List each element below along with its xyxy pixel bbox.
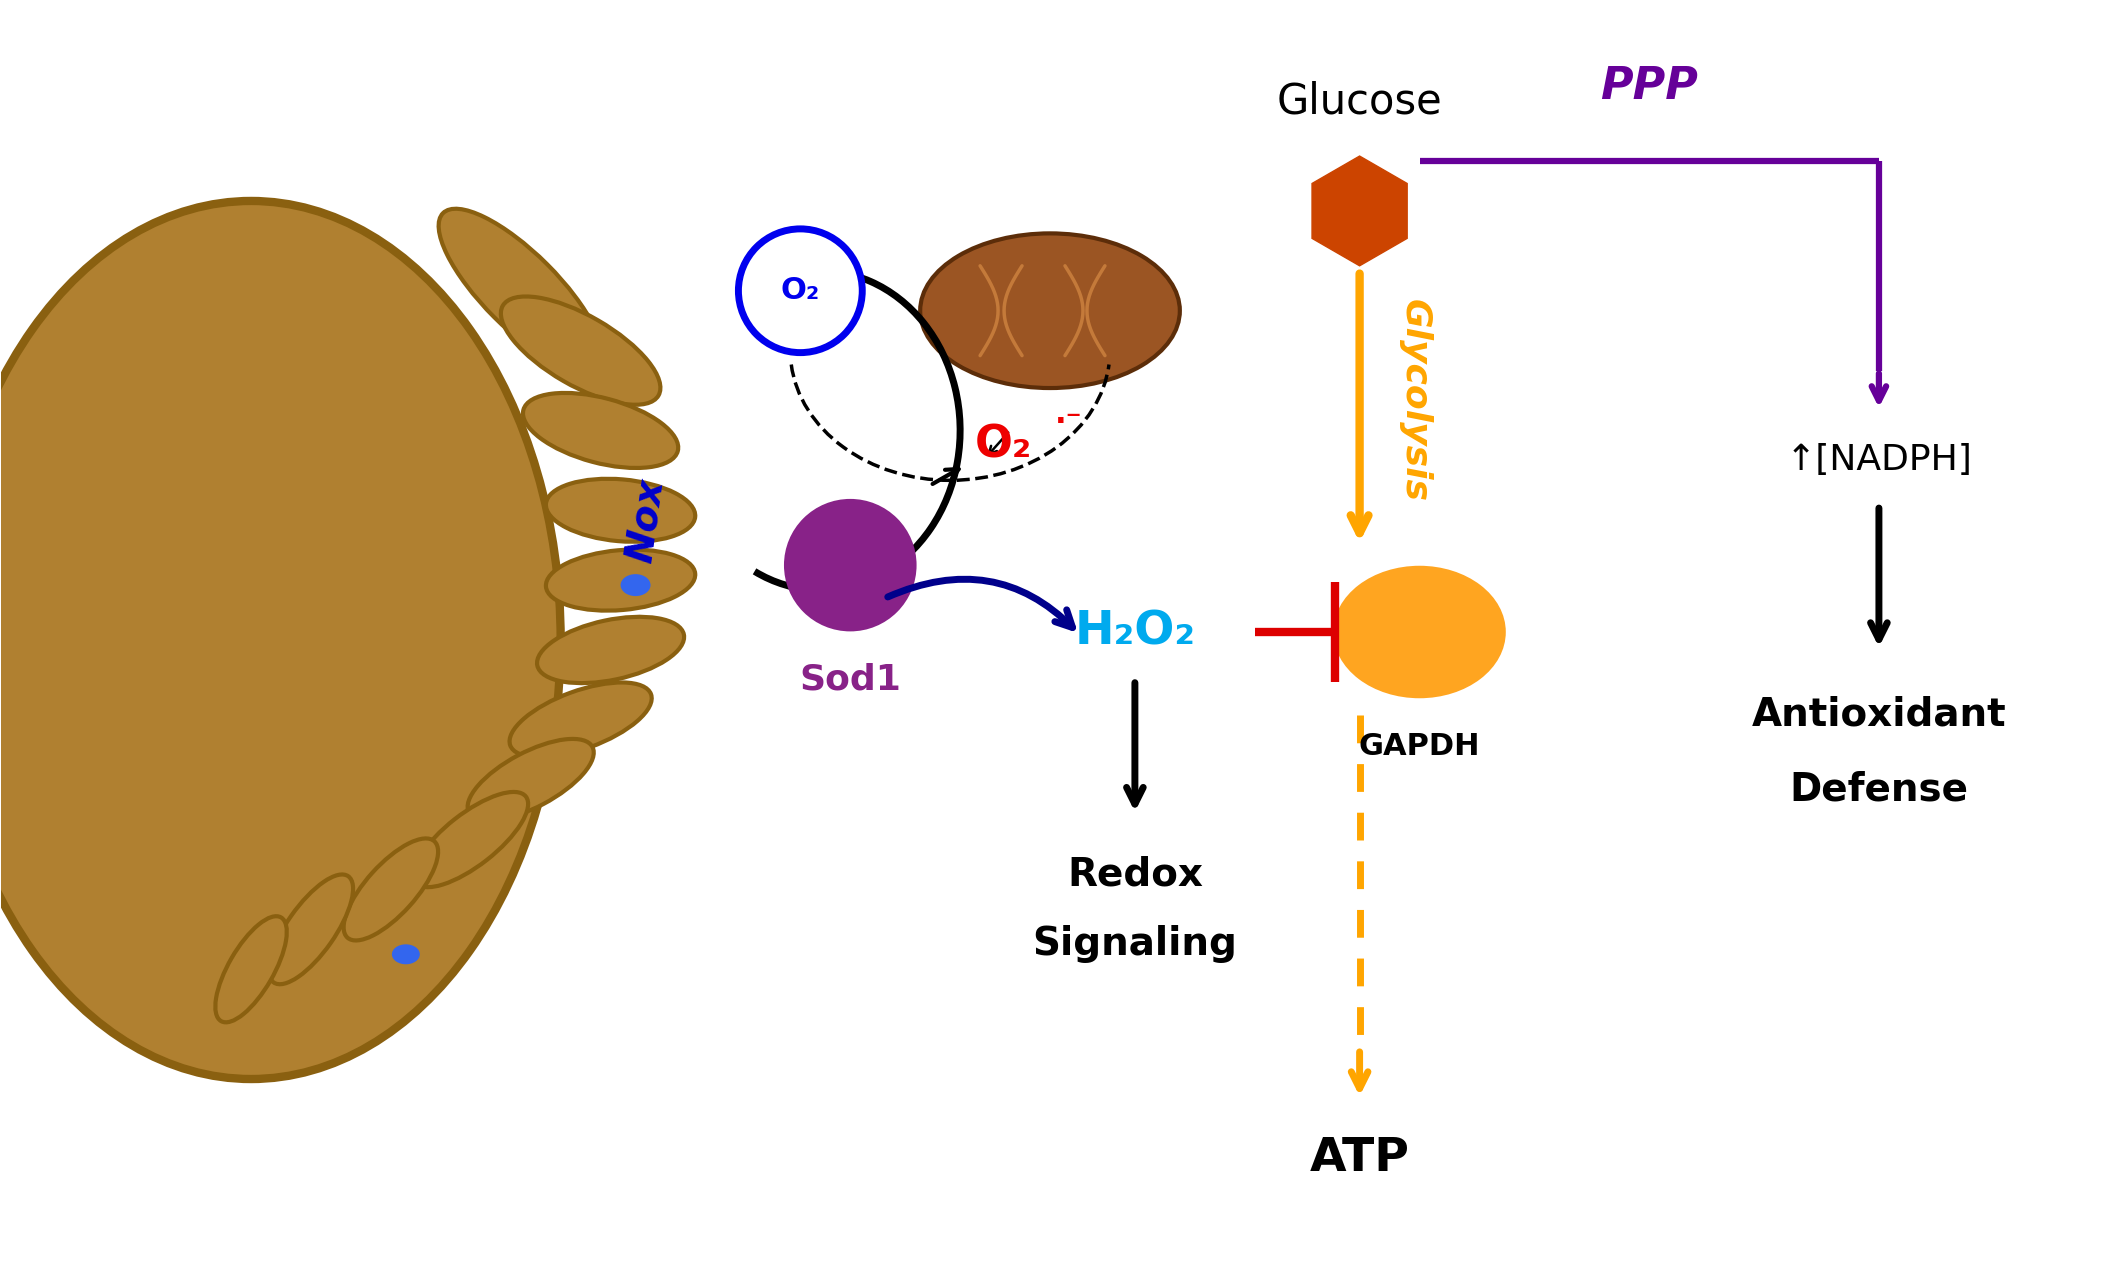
Circle shape: [786, 500, 915, 630]
Ellipse shape: [1334, 568, 1505, 697]
Text: Redox: Redox: [1068, 856, 1203, 894]
Text: Sod1: Sod1: [799, 663, 901, 697]
Text: ·⁻: ·⁻: [1055, 408, 1082, 437]
Text: H₂O₂: H₂O₂: [1074, 610, 1194, 654]
Text: Glucose: Glucose: [1277, 80, 1442, 122]
Text: O₂: O₂: [780, 277, 820, 305]
Ellipse shape: [414, 792, 528, 888]
Ellipse shape: [216, 916, 288, 1022]
Text: GAPDH: GAPDH: [1359, 733, 1480, 761]
Text: Nox: Nox: [622, 476, 670, 565]
Ellipse shape: [0, 201, 560, 1080]
Ellipse shape: [509, 682, 651, 757]
Ellipse shape: [537, 617, 685, 683]
Ellipse shape: [622, 574, 651, 596]
Ellipse shape: [501, 296, 660, 405]
Text: ATP: ATP: [1309, 1137, 1410, 1181]
Ellipse shape: [467, 739, 594, 820]
Text: PPP: PPP: [1600, 65, 1698, 108]
Ellipse shape: [522, 392, 679, 467]
Polygon shape: [1313, 156, 1408, 265]
Text: Defense: Defense: [1788, 771, 1968, 809]
Text: ↑[NADPH]: ↑[NADPH]: [1786, 443, 1972, 478]
Ellipse shape: [545, 550, 696, 611]
Ellipse shape: [438, 208, 602, 373]
Ellipse shape: [545, 479, 696, 542]
Text: Glycolysis: Glycolysis: [1397, 298, 1431, 502]
Text: O₂: O₂: [975, 424, 1032, 467]
Ellipse shape: [268, 875, 353, 984]
Text: Signaling: Signaling: [1032, 926, 1237, 964]
Text: Antioxidant: Antioxidant: [1753, 696, 2006, 734]
Ellipse shape: [391, 945, 421, 964]
Circle shape: [738, 229, 863, 353]
Ellipse shape: [920, 234, 1180, 389]
Ellipse shape: [345, 838, 438, 941]
